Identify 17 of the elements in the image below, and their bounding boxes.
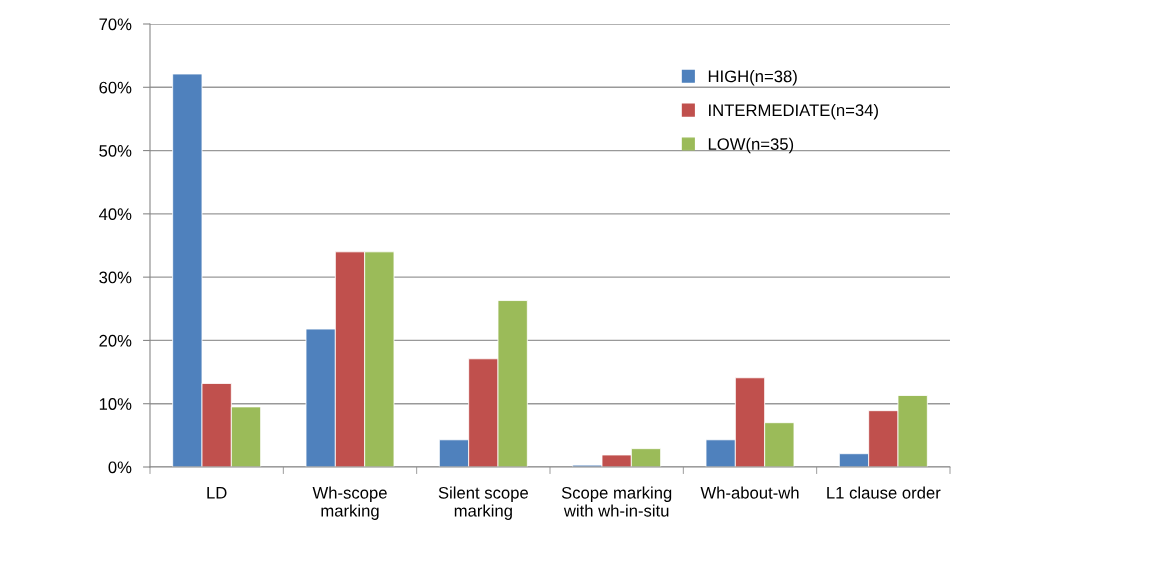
x-tick-label: LD [207, 487, 227, 499]
y-tick-label: 10% [99, 398, 132, 410]
y-tick-label: 0% [108, 461, 132, 474]
x-tick-label: Scope marking with wh-in-situ [561, 486, 672, 517]
y-tick-label: 60% [99, 81, 132, 94]
y-tick-label: 30% [99, 271, 132, 284]
y-tick-label: 40% [98, 208, 132, 221]
x-tick-label: Silent scope marking [438, 486, 528, 520]
x-tick-label: Wh-about-wh [700, 486, 799, 499]
y-tick-label: 20% [99, 334, 132, 347]
x-tick-label: Wh-scope marking [312, 486, 387, 520]
x-tick-label: L1 clause order [827, 486, 941, 499]
legend-label: HIGH(n=38) [708, 70, 797, 86]
y-tick-label: 70% [99, 18, 132, 31]
legend-label: LOW(n=35) [708, 137, 794, 154]
legend-label: INTERMEDIATE(n=34) [709, 103, 878, 120]
y-tick-label: 50% [99, 144, 132, 157]
